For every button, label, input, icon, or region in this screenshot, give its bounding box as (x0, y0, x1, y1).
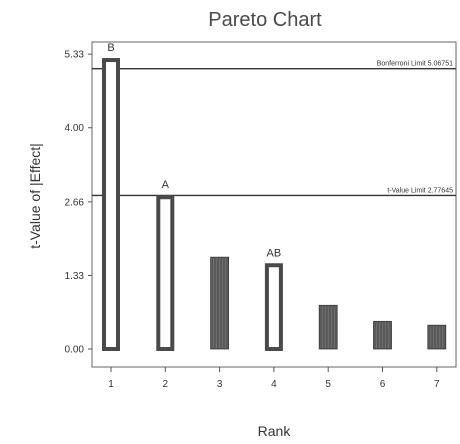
x-axis-ticks: 1 2 3 4 5 6 7 (108, 367, 440, 390)
bars: B A AB (102, 42, 447, 351)
x-tick-label: 6 (380, 379, 386, 390)
x-tick-label: 3 (217, 379, 223, 390)
x-tick-label: 5 (325, 379, 331, 390)
y-tick-label: 0.00 (65, 345, 85, 356)
y-tick-label: 1.33 (65, 271, 85, 282)
y-tick-label: 2.66 (65, 197, 85, 208)
bar (264, 263, 283, 351)
bar (102, 58, 120, 351)
y-axis-ticks: 0.00 1.33 2.66 4.00 5.33 (65, 50, 92, 356)
reference-line-label: t-Value Limit 2.77645 (387, 187, 453, 194)
bar-label: A (162, 179, 170, 191)
bar (156, 195, 175, 351)
x-tick-label: 7 (434, 379, 440, 390)
reference-lines: Bonferroni Limit 5.06751 t-Value Limit 2.… (92, 61, 456, 197)
chart-title: Pareto Chart (208, 9, 322, 31)
bar-label: AB (267, 247, 282, 259)
x-axis-label: Rank (258, 423, 292, 439)
x-tick-label: 2 (163, 379, 169, 390)
y-axis-label: t-Value of |Effect| (27, 143, 43, 249)
bar-label: B (107, 42, 114, 54)
y-tick-label: 4.00 (65, 123, 85, 134)
reference-line-label: Bonferroni Limit 5.06751 (377, 61, 453, 68)
y-tick-label: 5.33 (65, 50, 85, 61)
x-tick-label: 4 (271, 379, 277, 390)
x-tick-label: 1 (108, 379, 114, 390)
